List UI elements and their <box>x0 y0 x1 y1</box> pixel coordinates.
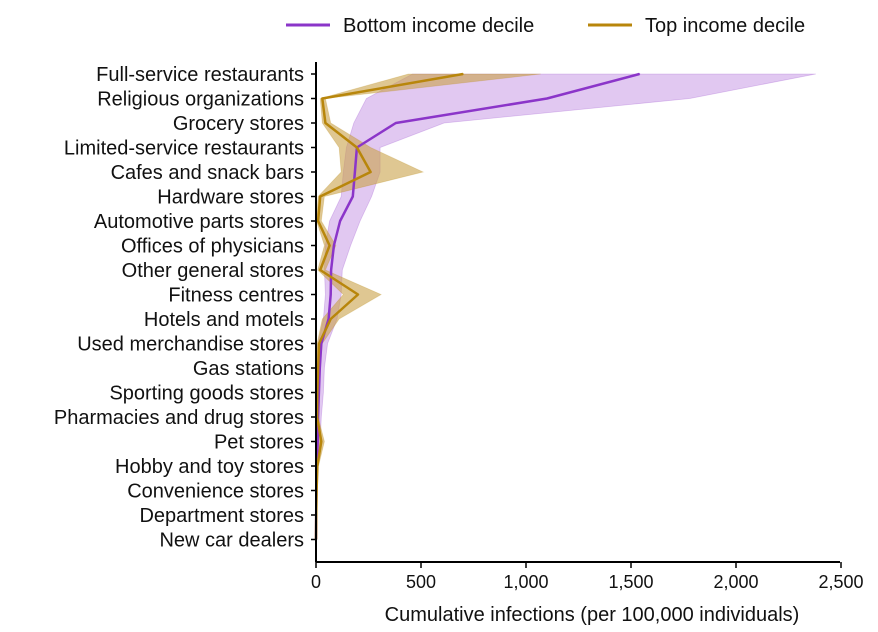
line-bottom-income-decile <box>314 72 640 540</box>
point-top-income-decile-used-merchandise-stores <box>318 342 320 345</box>
point-bottom-income-decile-hardware-stores <box>352 195 354 198</box>
y-tick-label-pet-stores: Pet stores <box>214 432 304 454</box>
y-tick-label-cafes-and-snack-bars: Cafes and snack bars <box>111 162 304 184</box>
y-tick-label-convenience-stores: Convenience stores <box>127 481 304 503</box>
y-axis-ticks: Full-service restaurants Religious organi… <box>54 64 316 552</box>
band-top-income-decile <box>315 73 541 540</box>
confidence-bands <box>315 73 816 540</box>
point-bottom-income-decile-used-merchandise-stores <box>320 342 323 345</box>
y-tick-label-offices-of-physicians: Offices of physicians <box>121 236 304 258</box>
y-tick-label-hobby-and-toy-stores: Hobby and toy stores <box>115 456 304 478</box>
series-lines <box>314 72 641 541</box>
point-bottom-income-decile-hotels-and-motels <box>327 318 330 320</box>
y-tick-label-hardware-stores: Hardware stores <box>157 187 304 209</box>
point-top-income-decile-pet-stores <box>320 440 323 443</box>
x-tick-label-1000: 1,000 <box>503 572 548 592</box>
point-top-income-decile-limited-service-restaurants <box>356 146 358 149</box>
x-tick-label-0: 0 <box>311 572 321 592</box>
band-bottom-income-decile <box>315 73 816 540</box>
point-bottom-income-decile-grocery-stores <box>395 122 397 124</box>
legend-label-top-income: Top income decile <box>645 15 805 37</box>
x-tick-label-500: 500 <box>406 572 436 592</box>
y-tick-label-new-car-dealers: New car dealers <box>159 530 304 552</box>
point-top-income-decile-gas-stations <box>317 367 319 369</box>
y-tick-label-sporting-goods-stores: Sporting goods stores <box>109 383 304 405</box>
point-top-income-decile-automotive-parts-stores <box>317 220 319 222</box>
y-tick-label-fitness-centres: Fitness centres <box>168 285 304 307</box>
point-bottom-income-decile-other-general-stores <box>330 269 332 271</box>
point-top-income-decile-offices-of-physicians <box>328 244 331 247</box>
y-tick-label-gas-stations: Gas stations <box>193 358 304 380</box>
y-tick-label-pharmacies-and-drug-stores: Pharmacies and drug stores <box>54 407 304 429</box>
point-bottom-income-decile-offices-of-physicians <box>333 244 335 247</box>
y-tick-label-department-stores: Department stores <box>139 505 304 527</box>
point-top-income-decile-hotels-and-motels <box>329 318 332 320</box>
point-top-income-decile-full-service-restaurants <box>462 73 464 75</box>
y-tick-label-used-merchandise-stores: Used merchandise stores <box>77 334 304 356</box>
point-bottom-income-decile-religious-organizations <box>546 97 548 100</box>
line-top-income-decile <box>314 72 464 540</box>
y-tick-label-hotels-and-motels: Hotels and motels <box>144 309 304 331</box>
point-top-income-decile-hardware-stores <box>319 195 322 198</box>
point-bottom-income-decile-pet-stores <box>316 440 319 443</box>
point-top-income-decile-grocery-stores <box>324 122 327 124</box>
point-top-income-decile-cafes-and-snack-bars <box>369 171 372 173</box>
axes <box>315 62 840 563</box>
y-tick-label-automotive-parts-stores: Automotive parts stores <box>94 211 304 233</box>
x-tick-label-1500: 1,500 <box>608 572 653 592</box>
y-tick-label-full-service-restaurants: Full-service restaurants <box>96 64 304 86</box>
y-tick-label-limited-service-restaurants: Limited-service restaurants <box>64 138 304 160</box>
point-bottom-income-decile-automotive-parts-stores <box>339 220 341 222</box>
x-tick-label-2500: 2,500 <box>818 572 863 592</box>
point-top-income-decile-fitness-centres <box>357 293 359 296</box>
x-axis-ticks: 0 500 1,000 1,500 2,000 2,500 <box>311 562 864 592</box>
point-bottom-income-decile-fitness-centres <box>329 293 332 296</box>
point-bottom-income-decile-gas-stations <box>319 367 321 369</box>
legend-label-bottom-income: Bottom income decile <box>343 15 534 37</box>
x-tick-label-2000: 2,000 <box>713 572 758 592</box>
y-tick-label-religious-organizations: Religious organizations <box>97 89 304 111</box>
point-bottom-income-decile-cafes-and-snack-bars <box>354 171 356 173</box>
point-top-income-decile-religious-organizations <box>321 97 324 100</box>
y-tick-label-grocery-stores: Grocery stores <box>173 113 304 135</box>
y-tick-label-other-general-stores: Other general stores <box>122 260 304 282</box>
point-bottom-income-decile-full-service-restaurants <box>638 73 641 75</box>
point-top-income-decile-other-general-stores <box>319 269 322 271</box>
x-axis-label: Cumulative infections (per 100,000 indiv… <box>385 604 800 626</box>
legend: Bottom income decile Top income decile <box>286 15 805 37</box>
